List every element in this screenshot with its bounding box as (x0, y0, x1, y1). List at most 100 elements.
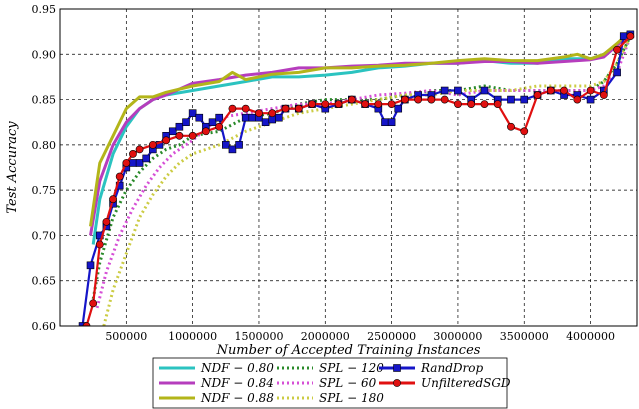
legend-label: UnfilteredSGD (421, 376, 511, 390)
data-point-circle (599, 91, 608, 99)
data-point-circle (533, 91, 542, 99)
data-point-circle (586, 86, 595, 95)
data-point-circle (281, 104, 290, 113)
legend-label: SPL − 180 (319, 391, 384, 405)
y-tick-label: 0.95 (32, 3, 57, 16)
legend-marker (393, 379, 401, 387)
data-point-circle (560, 86, 568, 95)
legend-label: RandDrop (420, 361, 483, 375)
data-point-square (275, 113, 283, 122)
data-point-square (86, 261, 95, 270)
legend-box (152, 357, 508, 409)
data-point-circle (400, 95, 409, 104)
y-tick-label: 0.80 (32, 139, 57, 152)
data-point-circle (202, 127, 210, 136)
data-point-square (586, 95, 595, 104)
legend-marker (393, 364, 401, 372)
data-point-circle (162, 136, 171, 145)
x-tick-label: 2500000 (367, 330, 416, 343)
data-point-circle (89, 299, 98, 308)
data-point-circle (427, 95, 436, 104)
data-point-circle (95, 240, 104, 249)
data-point-square (248, 113, 257, 122)
data-point-square (387, 118, 396, 127)
legend-label: SPL − 120 (319, 361, 384, 375)
data-point-square (208, 118, 217, 127)
data-point-circle (626, 32, 635, 41)
x-tick-label: 1500000 (234, 330, 283, 343)
data-point-circle (454, 100, 462, 108)
data-point-circle (546, 86, 555, 95)
data-point-circle (115, 172, 124, 181)
data-point-square (228, 145, 237, 154)
data-point-circle (215, 122, 224, 131)
data-point-circle (241, 104, 250, 113)
data-point-square (142, 154, 151, 163)
data-point-circle (467, 100, 476, 108)
data-point-square (480, 86, 489, 95)
series-line (85, 35, 632, 326)
x-tick-label: 2000000 (301, 330, 350, 343)
data-point-circle (321, 100, 330, 108)
data-point-square (235, 141, 243, 149)
grid-lines (60, 8, 637, 327)
data-point-circle (175, 131, 184, 140)
x-tick-label: 1000000 (168, 330, 217, 343)
data-point-circle (493, 100, 502, 108)
data-point-square (182, 118, 190, 127)
data-point-square (215, 113, 223, 122)
y-tick-label: 0.65 (32, 275, 57, 288)
x-tick-label: 3000000 (433, 330, 482, 343)
data-point-circle (308, 100, 316, 108)
data-point-square (520, 95, 529, 104)
data-point-circle (255, 109, 263, 118)
data-point-square (222, 141, 230, 149)
legend-label: NDF − 0.84 (200, 376, 274, 390)
data-point-circle (414, 95, 423, 104)
data-point-circle (480, 100, 489, 108)
plot-frame (59, 8, 638, 327)
data-point-square (507, 95, 515, 104)
series-line (81, 33, 631, 326)
data-point-square (129, 159, 137, 167)
x-axis-ticks: 500000 1000000 1500000 2000000 2500000 300000… (105, 330, 615, 343)
x-tick-label: 4000000 (566, 330, 615, 343)
data-point-circle (387, 100, 396, 108)
data-point-square (440, 86, 449, 95)
data-point-square (78, 322, 87, 326)
data-point-circle (109, 195, 117, 204)
data-point-circle (334, 100, 343, 108)
data-point-circle (148, 140, 157, 149)
data-point-circle (294, 104, 303, 113)
data-point-circle (440, 95, 449, 104)
data-point-square (394, 104, 403, 113)
data-point-square (135, 159, 144, 167)
data-point-circle (347, 95, 356, 104)
legend-label: SPL − 60 (319, 376, 377, 390)
data-point-circle (374, 100, 383, 108)
data-point-square (168, 127, 177, 136)
data-point-square (241, 113, 250, 122)
y-tick-label: 0.75 (32, 184, 57, 197)
series-lines (78, 30, 635, 326)
data-point-circle (102, 217, 111, 226)
data-point-circle (129, 150, 137, 158)
y-axis-ticks: 0.60 0.65 0.70 0.75 0.80 0.85 0.90 0.95 (32, 3, 57, 333)
legend-label: NDF − 0.80 (200, 361, 274, 375)
series-line (102, 35, 632, 326)
data-point-circle (188, 131, 197, 140)
data-point-circle (613, 45, 622, 54)
y-axis-label: Test Accuracy (5, 121, 20, 214)
data-point-circle (361, 100, 369, 108)
data-point-square (613, 68, 621, 77)
x-axis-label: Number of Accepted Training Instances (216, 343, 481, 358)
data-point-square (381, 118, 389, 127)
data-point-circle (135, 145, 144, 154)
data-point-square (454, 86, 462, 95)
series-line (95, 35, 632, 309)
data-point-circle (228, 104, 237, 113)
data-point-square (261, 118, 270, 127)
data-point-circle (520, 127, 529, 136)
